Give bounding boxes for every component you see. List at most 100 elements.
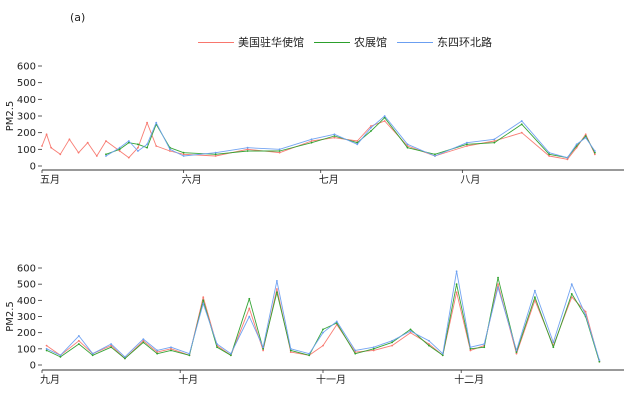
data-point: [441, 354, 444, 357]
data-point: [216, 344, 218, 347]
data-point: [202, 299, 205, 302]
data-point: [598, 360, 601, 363]
data-point: [229, 352, 232, 355]
data-point: [335, 323, 338, 326]
data-point: [370, 125, 372, 127]
data-point: [497, 286, 499, 289]
series-line-1: [46, 283, 600, 362]
series-line-2: [46, 277, 600, 362]
data-point: [593, 150, 596, 152]
x-tick-label: 七月: [319, 174, 339, 186]
data-point: [493, 138, 496, 141]
data-point: [155, 123, 158, 126]
data-point: [483, 344, 486, 347]
data-point: [548, 153, 551, 156]
data-point: [493, 141, 496, 144]
data-point: [584, 136, 587, 139]
data-point: [584, 135, 587, 137]
data-point: [598, 359, 601, 362]
data-point: [118, 150, 121, 152]
x-tick-label: 十月: [178, 373, 198, 386]
data-point: [483, 343, 486, 345]
data-point: [566, 156, 569, 159]
data-point: [86, 141, 89, 144]
data-point: [146, 146, 148, 149]
data-point: [248, 315, 251, 318]
data-point: [127, 156, 130, 159]
data-point: [333, 135, 336, 137]
data-point: [59, 354, 62, 357]
data-point: [310, 138, 313, 141]
data-point: [289, 351, 292, 353]
x-tick-label: 八月: [460, 174, 480, 186]
data-point: [383, 120, 386, 122]
y-tick-label: 600: [17, 264, 36, 275]
legend-swatch-us-embassy: [198, 41, 234, 43]
data-point: [45, 344, 48, 347]
data-point: [110, 343, 112, 345]
data-point: [409, 331, 412, 334]
data-point: [370, 126, 372, 129]
data-point: [278, 150, 281, 152]
y-tick-label: 0: [30, 361, 36, 372]
data-point: [428, 344, 430, 347]
data-point: [534, 296, 536, 298]
data-point: [68, 138, 71, 141]
data-point: [584, 133, 587, 136]
data-point: [188, 352, 191, 355]
data-point: [335, 320, 338, 323]
data-point: [383, 116, 386, 119]
data-point: [105, 153, 107, 156]
data-point: [466, 145, 468, 147]
data-point: [520, 123, 523, 126]
data-point: [202, 296, 205, 298]
series-line-2: [105, 117, 596, 159]
data-point: [248, 307, 251, 310]
data-point: [214, 155, 217, 157]
data-point: [515, 349, 518, 352]
data-point: [77, 343, 80, 345]
data-point: [356, 141, 359, 144]
data-point: [77, 151, 80, 154]
data-point: [91, 352, 94, 355]
data-point: [584, 313, 587, 316]
data-point: [278, 151, 281, 154]
data-point: [534, 299, 536, 302]
data-point: [548, 155, 551, 157]
data-point: [155, 145, 158, 147]
data-point: [182, 153, 185, 156]
data-point: [59, 354, 62, 357]
data-point: [276, 288, 278, 290]
data-point: [322, 344, 324, 347]
data-point: [391, 344, 393, 347]
data-point: [372, 347, 375, 350]
data-point: [142, 341, 145, 344]
data-point: [91, 354, 94, 357]
legend-label-agri-exhibition: 农展馆: [354, 36, 387, 49]
data-point: [142, 339, 145, 342]
data-point: [548, 151, 551, 154]
data-point: [493, 140, 496, 142]
data-point: [170, 347, 172, 350]
data-point: [593, 153, 596, 156]
legend-item-us-embassy: 美国驻华使馆: [198, 34, 304, 50]
data-point: [593, 151, 596, 154]
data-point: [455, 270, 458, 273]
data-point: [372, 349, 375, 352]
data-point: [584, 310, 587, 313]
data-point: [50, 146, 53, 149]
data-point: [182, 155, 185, 157]
x-tick-label: 十二月: [454, 373, 484, 386]
data-point: [570, 283, 573, 286]
data-point: [428, 343, 430, 345]
data-point: [229, 354, 232, 357]
data-point: [124, 357, 126, 360]
y-tick-label: 0: [30, 162, 36, 173]
data-point: [354, 352, 357, 355]
legend: 美国驻华使馆 农展馆 东四环北路: [198, 34, 502, 50]
data-point: [105, 155, 107, 157]
data-point: [127, 140, 130, 142]
data-point: [515, 351, 518, 353]
data-point: [356, 140, 359, 142]
